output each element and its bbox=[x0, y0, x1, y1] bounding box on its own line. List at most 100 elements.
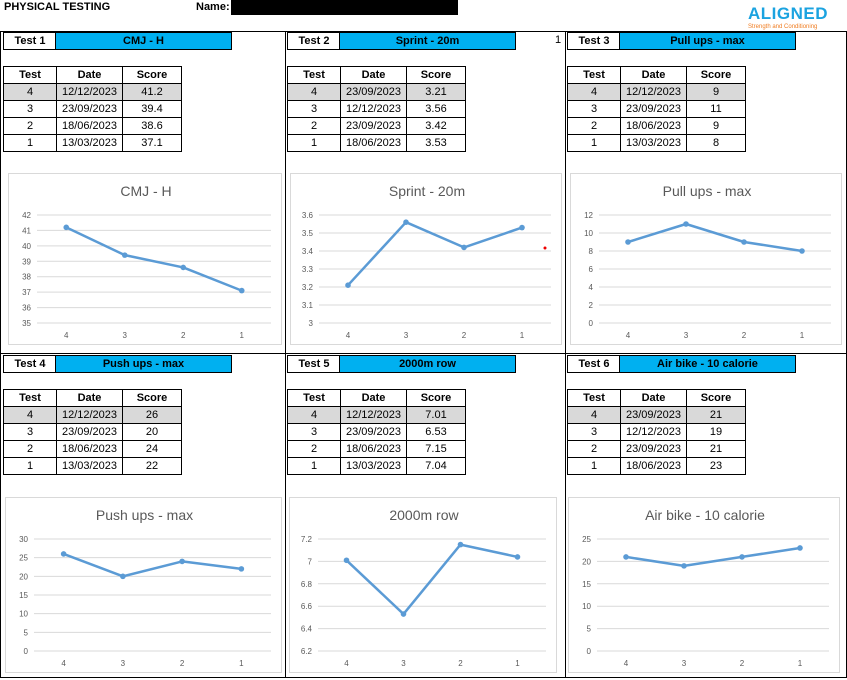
test-cell[interactable]: 3 bbox=[567, 423, 621, 441]
test-cell[interactable]: 4 bbox=[287, 83, 341, 101]
table-row[interactable]: 2 18/06/2023 24 bbox=[3, 440, 182, 458]
table-row[interactable]: 2 23/09/2023 21 bbox=[567, 440, 746, 458]
score-cell[interactable]: 11 bbox=[686, 100, 746, 118]
table-row[interactable]: 3 23/09/2023 39.4 bbox=[3, 100, 182, 118]
table-row[interactable]: 1 13/03/2023 22 bbox=[3, 457, 182, 475]
test-cell[interactable]: 3 bbox=[287, 100, 341, 118]
date-cell[interactable]: 13/03/2023 bbox=[56, 134, 123, 152]
date-cell[interactable]: 18/06/2023 bbox=[340, 440, 407, 458]
test-cell[interactable]: 3 bbox=[287, 423, 341, 441]
date-cell[interactable]: 13/03/2023 bbox=[56, 457, 123, 475]
table-row[interactable]: 1 18/06/2023 3.53 bbox=[287, 134, 466, 152]
test-cell[interactable]: 2 bbox=[287, 117, 341, 135]
test-cell[interactable]: 3 bbox=[3, 100, 57, 118]
name-redacted-field[interactable] bbox=[231, 0, 458, 15]
test-cell[interactable]: 4 bbox=[3, 83, 57, 101]
date-cell[interactable]: 23/09/2023 bbox=[56, 423, 123, 441]
table-row[interactable]: 4 23/09/2023 3.21 bbox=[287, 83, 466, 101]
test-cell[interactable]: 2 bbox=[287, 440, 341, 458]
table-row[interactable]: 3 12/12/2023 19 bbox=[567, 423, 746, 441]
score-cell[interactable]: 21 bbox=[686, 440, 746, 458]
date-cell[interactable]: 18/06/2023 bbox=[620, 117, 687, 135]
test-cell[interactable]: 3 bbox=[567, 100, 621, 118]
test-cell[interactable]: 3 bbox=[3, 423, 57, 441]
date-cell[interactable]: 13/03/2023 bbox=[620, 134, 687, 152]
score-cell[interactable]: 22 bbox=[122, 457, 182, 475]
score-cell[interactable]: 3.53 bbox=[406, 134, 466, 152]
table-row[interactable]: 4 12/12/2023 9 bbox=[567, 83, 746, 101]
date-cell[interactable]: 12/12/2023 bbox=[620, 83, 687, 101]
test-cell[interactable]: 2 bbox=[567, 117, 621, 135]
date-cell[interactable]: 18/06/2023 bbox=[620, 457, 687, 475]
score-cell[interactable]: 3.56 bbox=[406, 100, 466, 118]
score-cell[interactable]: 19 bbox=[686, 423, 746, 441]
test-cell[interactable]: 1 bbox=[287, 134, 341, 152]
line-chart[interactable]: Sprint - 20m 3 3.1 3.2 3.3 3.4 3.5 3.6 4 3 2 1 bbox=[290, 173, 562, 345]
score-cell[interactable]: 20 bbox=[122, 423, 182, 441]
table-row[interactable]: 2 18/06/2023 7.15 bbox=[287, 440, 466, 458]
table-row[interactable]: 1 18/06/2023 23 bbox=[567, 457, 746, 475]
test-cell[interactable]: 4 bbox=[287, 406, 341, 424]
table-row[interactable]: 3 12/12/2023 3.56 bbox=[287, 100, 466, 118]
table-row[interactable]: 1 13/03/2023 8 bbox=[567, 134, 746, 152]
score-cell[interactable]: 41.2 bbox=[122, 83, 182, 101]
date-cell[interactable]: 13/03/2023 bbox=[340, 457, 407, 475]
table-row[interactable]: 1 13/03/2023 37.1 bbox=[3, 134, 182, 152]
line-chart[interactable]: CMJ - H 35 36 37 38 39 40 41 42 4 3 2 1 bbox=[8, 173, 282, 345]
test-cell[interactable]: 4 bbox=[567, 83, 621, 101]
date-cell[interactable]: 18/06/2023 bbox=[56, 117, 123, 135]
line-chart[interactable]: Push ups - max 0 5 10 15 20 25 30 4 3 2 1 bbox=[5, 497, 282, 673]
test-name-cell[interactable]: CMJ - H bbox=[55, 32, 232, 50]
table-row[interactable]: 3 23/09/2023 6.53 bbox=[287, 423, 466, 441]
test-cell[interactable]: 4 bbox=[567, 406, 621, 424]
date-cell[interactable]: 23/09/2023 bbox=[620, 406, 687, 424]
score-cell[interactable]: 6.53 bbox=[406, 423, 466, 441]
line-chart[interactable]: Air bike - 10 calorie 0 5 10 15 20 25 4 3 2 1 bbox=[568, 497, 840, 673]
test-cell[interactable]: 1 bbox=[567, 134, 621, 152]
table-row[interactable]: 3 23/09/2023 11 bbox=[567, 100, 746, 118]
date-cell[interactable]: 23/09/2023 bbox=[620, 100, 687, 118]
table-row[interactable]: 2 23/09/2023 3.42 bbox=[287, 117, 466, 135]
date-cell[interactable]: 18/06/2023 bbox=[340, 134, 407, 152]
test-name-cell[interactable]: Pull ups - max bbox=[619, 32, 796, 50]
date-cell[interactable]: 23/09/2023 bbox=[340, 423, 407, 441]
table-row[interactable]: 4 23/09/2023 21 bbox=[567, 406, 746, 424]
date-cell[interactable]: 23/09/2023 bbox=[340, 83, 407, 101]
test-cell[interactable]: 1 bbox=[3, 134, 57, 152]
score-cell[interactable]: 21 bbox=[686, 406, 746, 424]
date-cell[interactable]: 23/09/2023 bbox=[620, 440, 687, 458]
score-cell[interactable]: 37.1 bbox=[122, 134, 182, 152]
score-cell[interactable]: 7.01 bbox=[406, 406, 466, 424]
score-cell[interactable]: 9 bbox=[686, 83, 746, 101]
date-cell[interactable]: 12/12/2023 bbox=[620, 423, 687, 441]
test-cell[interactable]: 2 bbox=[567, 440, 621, 458]
test-cell[interactable]: 2 bbox=[3, 117, 57, 135]
date-cell[interactable]: 12/12/2023 bbox=[340, 406, 407, 424]
table-row[interactable]: 4 12/12/2023 26 bbox=[3, 406, 182, 424]
test-cell[interactable]: 1 bbox=[287, 457, 341, 475]
date-cell[interactable]: 23/09/2023 bbox=[340, 117, 407, 135]
table-row[interactable]: 2 18/06/2023 9 bbox=[567, 117, 746, 135]
date-cell[interactable]: 12/12/2023 bbox=[56, 83, 123, 101]
table-row[interactable]: 2 18/06/2023 38.6 bbox=[3, 117, 182, 135]
test-name-cell[interactable]: Air bike - 10 calorie bbox=[619, 355, 796, 373]
score-cell[interactable]: 7.04 bbox=[406, 457, 466, 475]
date-cell[interactable]: 12/12/2023 bbox=[56, 406, 123, 424]
table-row[interactable]: 4 12/12/2023 7.01 bbox=[287, 406, 466, 424]
test-name-cell[interactable]: 2000m row bbox=[339, 355, 516, 373]
score-cell[interactable]: 23 bbox=[686, 457, 746, 475]
score-cell[interactable]: 8 bbox=[686, 134, 746, 152]
line-chart[interactable]: 2000m row 6.2 6.4 6.6 6.8 7 7.2 4 3 2 1 bbox=[289, 497, 557, 673]
score-cell[interactable]: 3.42 bbox=[406, 117, 466, 135]
table-row[interactable]: 1 13/03/2023 7.04 bbox=[287, 457, 466, 475]
table-row[interactable]: 4 12/12/2023 41.2 bbox=[3, 83, 182, 101]
test-cell[interactable]: 2 bbox=[3, 440, 57, 458]
score-cell[interactable]: 38.6 bbox=[122, 117, 182, 135]
score-cell[interactable]: 7.15 bbox=[406, 440, 466, 458]
test-cell[interactable]: 1 bbox=[567, 457, 621, 475]
date-cell[interactable]: 18/06/2023 bbox=[56, 440, 123, 458]
line-chart[interactable]: Pull ups - max 0 2 4 6 8 10 12 4 3 2 1 bbox=[570, 173, 842, 345]
score-cell[interactable]: 39.4 bbox=[122, 100, 182, 118]
date-cell[interactable]: 23/09/2023 bbox=[56, 100, 123, 118]
score-cell[interactable]: 24 bbox=[122, 440, 182, 458]
